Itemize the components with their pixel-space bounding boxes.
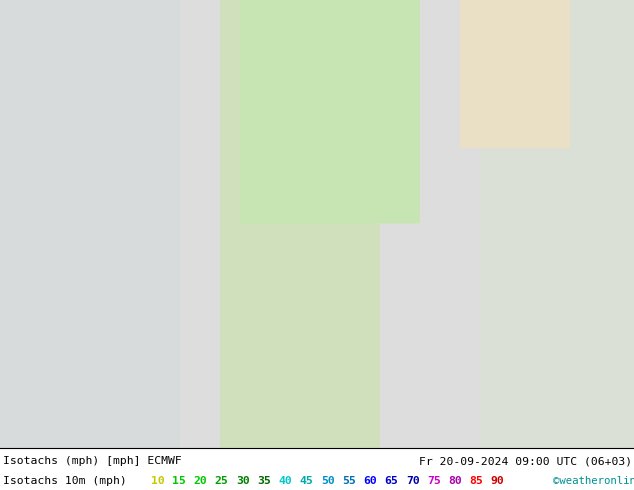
Text: 80: 80	[448, 476, 462, 486]
Text: 55: 55	[342, 476, 356, 486]
Text: 45: 45	[299, 476, 313, 486]
Text: 50: 50	[321, 476, 335, 486]
Text: Isotachs (mph) [mph] ECMWF: Isotachs (mph) [mph] ECMWF	[3, 456, 181, 466]
Text: 30: 30	[236, 476, 250, 486]
Text: Isotachs 10m (mph): Isotachs 10m (mph)	[3, 476, 126, 486]
Text: 10: 10	[151, 476, 165, 486]
Text: 70: 70	[406, 476, 420, 486]
Text: 85: 85	[469, 476, 483, 486]
Text: 20: 20	[193, 476, 207, 486]
Text: 40: 40	[278, 476, 292, 486]
Text: 35: 35	[257, 476, 271, 486]
Text: 25: 25	[214, 476, 228, 486]
Text: 60: 60	[363, 476, 377, 486]
Text: 65: 65	[384, 476, 398, 486]
Text: 15: 15	[172, 476, 186, 486]
Text: 90: 90	[491, 476, 505, 486]
Text: Fr 20-09-2024 09:00 UTC (06+03): Fr 20-09-2024 09:00 UTC (06+03)	[419, 456, 632, 466]
Text: ©weatheronline.co.uk: ©weatheronline.co.uk	[553, 476, 634, 486]
Text: 75: 75	[427, 476, 441, 486]
